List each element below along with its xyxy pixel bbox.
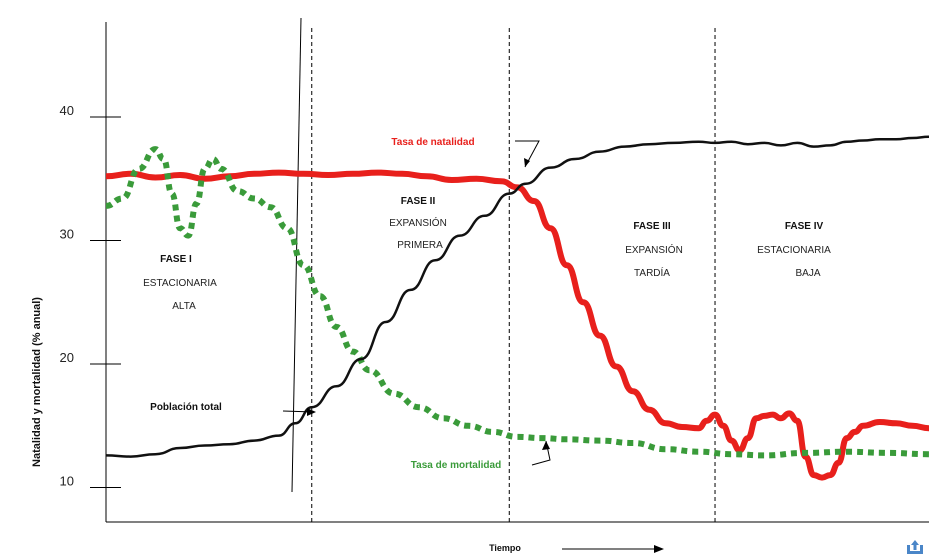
phase-4-line-2: BAJA xyxy=(795,268,820,279)
phase-3-line-1: EXPANSIÓN xyxy=(625,243,683,256)
phase-3-label: FASE III EXPANSIÓN TARDÍA xyxy=(625,221,683,279)
phase-2-label: FASE II EXPANSIÓN PRIMERA xyxy=(389,196,447,251)
poblacion-annotation: Población total xyxy=(150,402,222,413)
mortalidad-annotation: Tasa de mortalidad xyxy=(411,460,501,471)
upload-icon[interactable] xyxy=(907,540,923,554)
phase-1-line-2: ALTA xyxy=(172,301,196,312)
phase-2-title: FASE II xyxy=(401,196,436,207)
phase-2-line-2: PRIMERA xyxy=(397,240,443,251)
phase-3-line-2: TARDÍA xyxy=(634,266,670,279)
y-tick-label: 20 xyxy=(60,350,74,365)
y-axis-label: Natalidad y mortalidad (% anual) xyxy=(31,297,43,467)
y-tick-label: 30 xyxy=(60,227,74,242)
series-line-2 xyxy=(105,146,929,459)
series-line-1 xyxy=(105,169,929,481)
phase-1-label: FASE I ESTACIONARIA ALTA xyxy=(143,254,217,312)
mortalidad-arrow xyxy=(531,440,551,466)
natalidad-annotation: Tasa de natalidad xyxy=(391,137,474,148)
phase-1-line-1: ESTACIONARIA xyxy=(143,278,217,289)
phase-4-title: FASE IV xyxy=(785,221,824,232)
series-layer xyxy=(105,135,929,481)
phase-3-title: FASE III xyxy=(633,221,670,232)
x-axis-label: Tiempo xyxy=(489,543,521,553)
y-tick-label: 10 xyxy=(60,474,74,489)
series-line-3 xyxy=(105,135,929,458)
phase-2-line-1: EXPANSIÓN xyxy=(389,216,447,229)
y-ticks: 10 20 30 40 xyxy=(60,103,121,489)
phase-boundaries xyxy=(311,28,716,522)
y-tick-label: 40 xyxy=(60,103,74,118)
x-axis-arrow xyxy=(562,545,664,553)
phase-1-title: FASE I xyxy=(160,254,192,265)
poblacion-arrow xyxy=(282,408,316,416)
phase-4-label: FASE IV ESTACIONARIA BAJA xyxy=(757,221,831,279)
natalidad-arrow xyxy=(515,140,540,168)
phase-4-line-1: ESTACIONARIA xyxy=(757,245,831,256)
